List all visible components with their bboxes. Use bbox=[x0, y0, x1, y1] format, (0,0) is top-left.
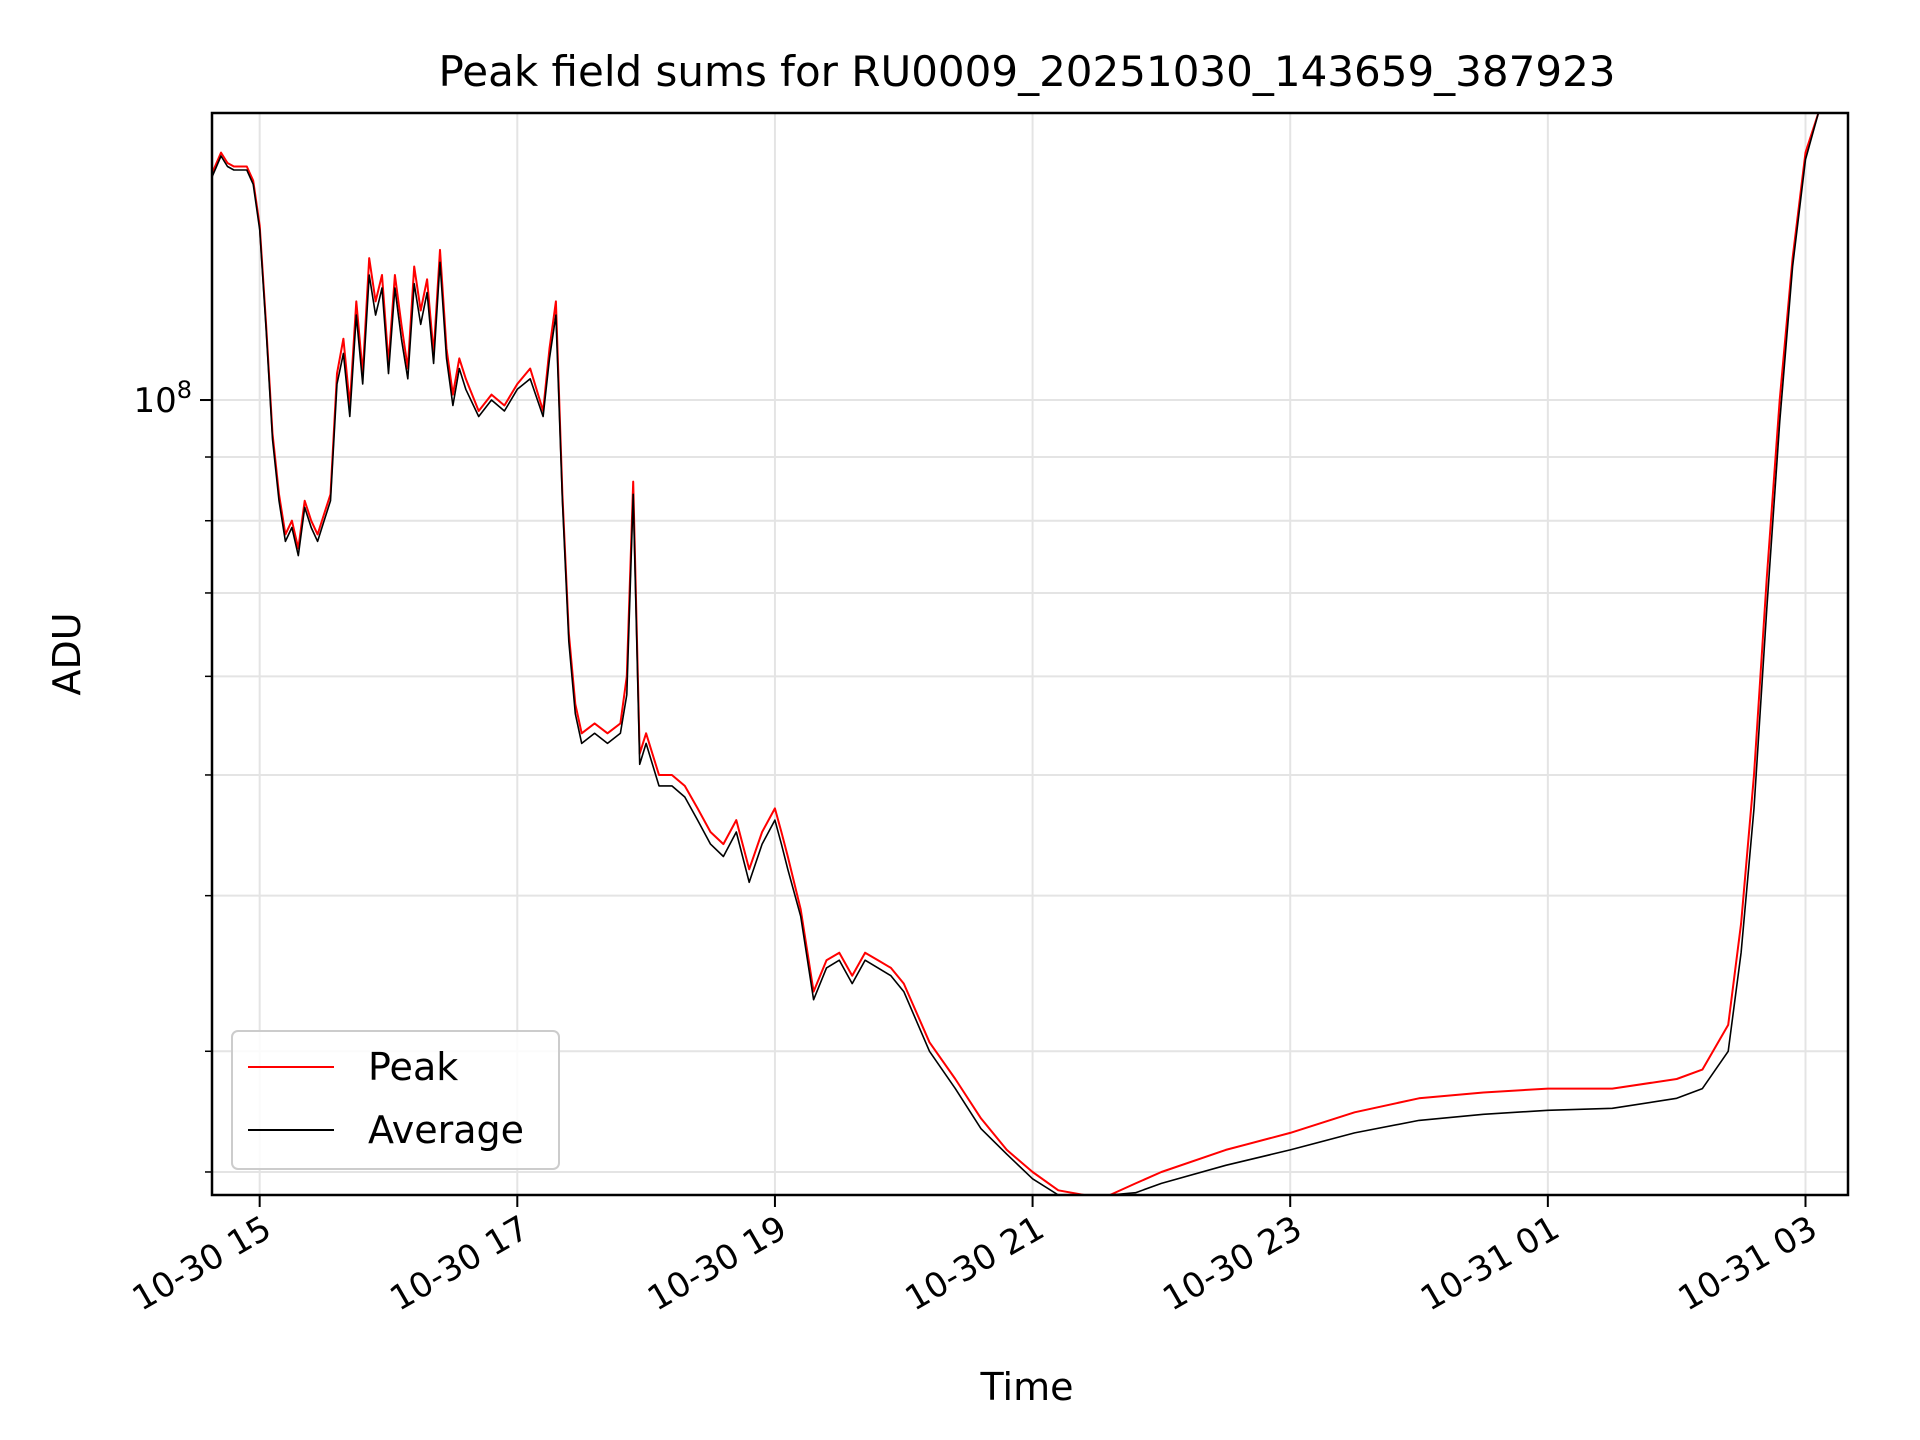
x-axis-label: Time bbox=[980, 1365, 1074, 1409]
y-tick-label: 108 bbox=[133, 376, 192, 421]
y-axis-label: ADU bbox=[45, 612, 89, 695]
x-tick-label: 10-30 15 bbox=[126, 1208, 278, 1319]
x-tick-label: 10-30 17 bbox=[383, 1208, 535, 1319]
legend-label-average: Average bbox=[368, 1108, 524, 1152]
x-tick-label: 10-30 21 bbox=[899, 1208, 1051, 1319]
chart-title: Peak field sums for RU0009_20251030_1436… bbox=[438, 47, 1615, 96]
x-tick-label: 10-31 01 bbox=[1414, 1208, 1566, 1319]
x-tick-label: 10-31 03 bbox=[1672, 1208, 1824, 1319]
legend-box bbox=[231, 1030, 560, 1170]
series-layer bbox=[211, 112, 1848, 1196]
legend: Peak Average bbox=[231, 1030, 560, 1170]
plot-frame bbox=[210, 111, 1850, 1197]
series-line-average bbox=[211, 112, 1848, 1196]
legend-label-peak: Peak bbox=[368, 1045, 458, 1089]
grid-lines bbox=[212, 113, 1848, 1195]
x-tick-label: 10-30 23 bbox=[1156, 1208, 1308, 1319]
axis-ticks: 10-30 15 10-30 17 10-30 19 10-30 21 10-30 23… bbox=[126, 376, 1824, 1319]
x-tick-label: 10-30 19 bbox=[641, 1208, 793, 1319]
